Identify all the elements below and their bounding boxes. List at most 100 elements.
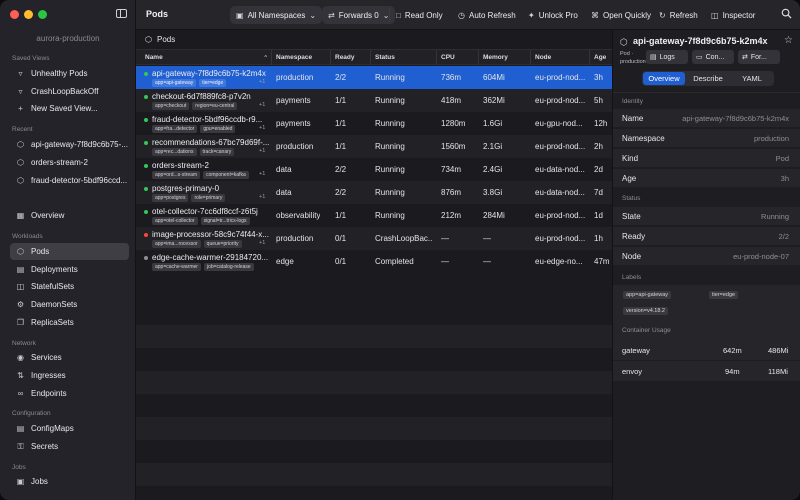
tab-describe[interactable]: Describe [693, 74, 723, 83]
auto-refresh-toggle[interactable]: ◷ Auto Refresh [458, 10, 516, 20]
sidebar-item-statefulsets[interactable]: ◫ StatefulSets [16, 282, 75, 291]
star-icon[interactable]: ☆ [784, 35, 793, 46]
namespace-select[interactable]: ▣ All Namespaces ⌄ [230, 6, 323, 24]
tab-yaml[interactable]: YAML [742, 74, 762, 83]
cell-status: Running [375, 119, 405, 128]
cell-age: 3h [594, 73, 603, 82]
sidebar-item-ingresses[interactable]: ⇅ Ingresses [17, 371, 66, 380]
search-icon[interactable] [781, 8, 792, 19]
sidebar-right-icon: ◫ [711, 10, 719, 20]
table-row[interactable]: orders-stream-2 app=ord...s-stream compone… [136, 158, 612, 181]
sidebar-item-new-saved-view[interactable]: + New Saved View... [10, 100, 129, 117]
sidebar-item-crashloopbackoff[interactable]: ▿ CrashLoopBackOff [10, 83, 129, 100]
cell-ready: 0/1 [335, 257, 347, 266]
field-age: Age 3h [613, 169, 800, 188]
cell-node: eu-prod-nod... [535, 73, 586, 82]
tab-overview[interactable]: Overview [643, 72, 685, 85]
table-row[interactable]: postgres-primary-0 app=postgres role=prima… [136, 181, 612, 204]
column-divider [330, 50, 331, 65]
sidebar-item-recent[interactable]: ⬡ orders-stream-2 [17, 158, 88, 167]
minimize-window-button[interactable] [24, 10, 33, 19]
port-forward-button[interactable]: ⇄ For... [738, 50, 780, 64]
table-row[interactable]: edge-cache-warmer-29184720... app=cache-w… [136, 250, 612, 273]
console-button[interactable]: ▭ Con... [692, 50, 734, 64]
column-age[interactable]: Age [594, 54, 607, 61]
pod-name: checkout-6d7f889fc8-p7v2n [152, 92, 251, 101]
sidebar-toggle-icon[interactable] [116, 9, 127, 18]
pod-name: orders-stream-2 [152, 161, 209, 170]
sidebar-item-services[interactable]: ◉ Services [17, 353, 62, 362]
cell-ready: 2/2 [335, 188, 347, 197]
cube-icon: ⬡ [620, 37, 628, 47]
cell-ready: 1/1 [335, 142, 347, 151]
inspector-tabs: Overview Describe YAML [642, 71, 774, 86]
column-ready[interactable]: Ready [335, 54, 355, 61]
label-tag: job=catalog-release [203, 263, 254, 271]
column-memory[interactable]: Memory [483, 54, 508, 61]
chevron-down-icon: ⌄ [382, 10, 390, 20]
cell-ready: 2/2 [335, 165, 347, 174]
sidebar-item-configmaps[interactable]: ▤ ConfigMaps [16, 424, 74, 433]
pod-name: postgres-primary-0 [152, 184, 220, 193]
read-only-toggle[interactable]: □ Read Only [396, 10, 443, 20]
sidebar-item-jobs[interactable]: ▣ Jobs [16, 477, 48, 486]
cell-node: eu-data-nod... [535, 165, 585, 174]
more-labels-count: +1 [259, 171, 266, 177]
label-tag: app=rec...dations [152, 148, 197, 156]
table-row[interactable]: image-processor-58c9c74f44-x... app=ima..… [136, 227, 612, 250]
sort-ascending-icon[interactable]: ⌃ [263, 55, 269, 62]
calendar-icon: ▣ [16, 477, 25, 486]
sidebar-item-daemonsets[interactable]: ⚙ DaemonSets [16, 300, 78, 309]
column-divider [530, 50, 531, 65]
column-name[interactable]: Name [145, 54, 163, 61]
sidebar-item-replicasets[interactable]: ❐ ReplicaSets [16, 318, 74, 327]
cube-icon: ⬡ [145, 35, 152, 44]
status-dot-icon [144, 95, 148, 99]
inspector-toggle[interactable]: ◫ Inspector [711, 10, 756, 20]
column-divider [478, 50, 479, 65]
column-node[interactable]: Node [535, 54, 552, 61]
cluster-name[interactable]: aurora-production [36, 34, 100, 43]
sidebar-item-endpoints[interactable]: ∞ Endpoints [17, 389, 67, 398]
pod-labels: app=ord...s-stream component=kafka [152, 171, 249, 179]
column-namespace[interactable]: Namespace [276, 54, 313, 61]
unlock-pro-button[interactable]: ✦ Unlock Pro [528, 10, 578, 20]
key-icon: ⚿ [17, 441, 24, 451]
table-row[interactable]: fraud-detector-5bdf96ccdb-r9... app=fra..… [136, 112, 612, 135]
cell-node: eu-prod-nod... [535, 142, 586, 151]
table-row[interactable]: recommendations-67bc79d69f-... app=rec...… [136, 135, 612, 158]
sidebar-item-deployments[interactable]: ▤ Deployments [16, 265, 78, 274]
open-quickly-button[interactable]: ⌘ Open Quickly [591, 10, 652, 20]
cell-age: 7d [594, 188, 603, 197]
column-cpu[interactable]: CPU [441, 54, 455, 61]
label-tag: version=v4.18.2 [623, 307, 668, 315]
cell-status: Running [375, 211, 405, 220]
chevron-down-icon: ⌄ [309, 10, 317, 20]
forwards-menu[interactable]: ⇄ Forwards 0 ⌄ [322, 6, 396, 24]
column-status[interactable]: Status [375, 54, 395, 61]
refresh-button[interactable]: ↻ Refresh [659, 10, 698, 20]
sidebar-item-pods[interactable]: ⬡ Pods [10, 243, 129, 260]
status-dot-icon [144, 141, 148, 145]
more-labels-count: +1 [259, 125, 266, 131]
table-row[interactable]: otel-collector-7cc6df8ccf-z6t5j app=otel-… [136, 204, 612, 227]
cube-icon: ⬡ [17, 247, 24, 256]
cell-status: Completed [375, 257, 414, 266]
sidebar-item-overview[interactable]: ▦ Overview [16, 211, 65, 220]
sidebar-item-recent[interactable]: ⬡ api-gateway-7f8d9c6b75-... [17, 140, 128, 149]
label-tag: track=canary [199, 148, 235, 156]
column-divider [271, 50, 272, 65]
table-row[interactable]: api-gateway-7f8d9c6b75-k2m4x app=api-gate… [136, 66, 612, 89]
sidebar-item-recent[interactable]: ⬡ fraud-detector-5bdf96ccd... [17, 176, 128, 185]
close-window-button[interactable] [10, 10, 19, 19]
sidebar-item-unhealthy-pods[interactable]: ▿ Unhealthy Pods [10, 65, 129, 82]
sidebar-item-secrets[interactable]: ⚿ Secrets [17, 441, 59, 452]
cell-cpu: 1280m [441, 119, 466, 128]
cell-memory: 362Mi [483, 96, 505, 105]
zoom-window-button[interactable] [38, 10, 47, 19]
logs-button[interactable]: ▤ Logs [646, 50, 688, 64]
inspector-subtitle: Pod · production [620, 51, 646, 65]
table-row[interactable]: checkout-6d7f889fc8-p7v2n app=checkout reg… [136, 89, 612, 112]
cell-status: Running [375, 142, 405, 151]
cell-node: eu-gpu-nod... [535, 119, 583, 128]
